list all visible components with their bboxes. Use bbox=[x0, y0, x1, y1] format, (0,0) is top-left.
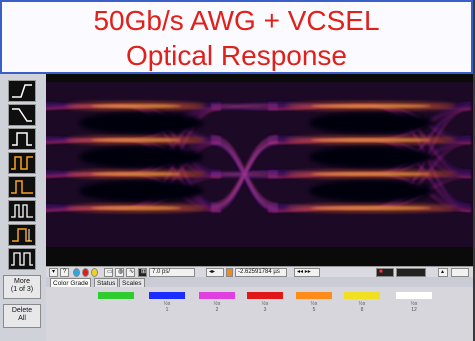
eye-trace bbox=[210, 106, 279, 110]
banner-title-line1: 50Gb/s AWG + VCSEL bbox=[93, 5, 380, 36]
tab-status[interactable]: Status bbox=[94, 278, 119, 287]
control-bar: ▾ ? ▭ ◍ ∿ ⊞ 7.0 ps/ ◂▸ -2.62591784 µs ◂◂… bbox=[46, 266, 473, 278]
tab-scales[interactable]: Scales bbox=[119, 278, 145, 287]
level-band-core bbox=[91, 138, 181, 142]
falling-edge-icon[interactable] bbox=[8, 104, 36, 126]
legend-swatch bbox=[396, 292, 432, 299]
eye-trace bbox=[210, 102, 279, 105]
pulse-train-icon[interactable] bbox=[8, 248, 36, 270]
math-icon[interactable]: ∿ bbox=[126, 268, 135, 277]
eye-trace bbox=[210, 104, 279, 109]
channel-yellow-icon[interactable] bbox=[91, 268, 98, 277]
tab-color-grade[interactable]: Color Grade bbox=[50, 278, 92, 287]
legend-swatch bbox=[296, 292, 332, 299]
duty-cycle-icon[interactable] bbox=[8, 176, 36, 198]
eye-trace bbox=[210, 102, 279, 108]
more-button[interactable]: More (1 of 3) bbox=[3, 275, 41, 299]
left-toolbar: More (1 of 3) Delete All bbox=[0, 74, 47, 341]
banner-title-line2: Optical Response bbox=[125, 40, 347, 71]
timebase-icon[interactable]: ⊞ bbox=[138, 268, 147, 277]
legend-swatch bbox=[199, 292, 235, 299]
legend-swatch-label: ½x 2 bbox=[213, 301, 221, 313]
legend-swatch-label: ½x 8 bbox=[358, 301, 366, 313]
rising-edge-icon[interactable] bbox=[8, 80, 36, 102]
eye-opening bbox=[309, 146, 433, 168]
acquire-icon[interactable]: ◍ bbox=[115, 268, 124, 277]
eye-opening bbox=[79, 146, 203, 168]
eye-trace bbox=[210, 108, 279, 111]
scroll-up-icon[interactable]: ▴ bbox=[438, 268, 448, 277]
legend-swatch bbox=[344, 292, 380, 299]
trigger-icon[interactable] bbox=[226, 268, 233, 277]
ch-menu-icon[interactable]: ▾ bbox=[49, 268, 58, 277]
delete-all-button[interactable]: Delete All bbox=[3, 304, 41, 328]
title-banner: 50Gb/s AWG + VCSEL Optical Response bbox=[0, 0, 473, 74]
scroll-field[interactable] bbox=[451, 268, 469, 277]
eye-opening bbox=[79, 180, 203, 202]
level-band-core bbox=[91, 104, 181, 108]
eye-opening bbox=[79, 112, 203, 134]
legend-swatch bbox=[247, 292, 283, 299]
stop-icon[interactable]: ■ bbox=[376, 268, 394, 277]
legend-swatch-label: ½x 5 bbox=[310, 301, 318, 313]
level-band-core bbox=[311, 172, 431, 176]
legend-swatch-label: ½x 3 bbox=[261, 301, 269, 313]
level-band-core bbox=[311, 138, 431, 142]
legend-swatch bbox=[149, 292, 185, 299]
color-grade-legend: ½x 1 ½x 2 ½x 3 ½x 5 ½x 8 ½x 12 bbox=[46, 287, 473, 341]
level-band-core bbox=[311, 206, 431, 210]
playback-controls[interactable]: ◂◂ ▸▸ bbox=[294, 268, 320, 277]
legend-swatch bbox=[98, 292, 134, 299]
horizontal-arrows-icon[interactable]: ◂▸ bbox=[206, 268, 224, 277]
legend-swatch-label: ½x 1 bbox=[163, 301, 171, 313]
amplitude-icon[interactable] bbox=[8, 224, 36, 246]
eye-diagram-plot bbox=[25, 82, 473, 247]
channel-blue-icon[interactable] bbox=[73, 268, 80, 277]
period-icon[interactable] bbox=[8, 152, 36, 174]
channel-red-icon[interactable] bbox=[82, 268, 89, 277]
level-band-core bbox=[91, 172, 181, 176]
eye-opening bbox=[309, 112, 433, 134]
eye-opening bbox=[309, 180, 433, 202]
eye-trace bbox=[210, 141, 279, 208]
legend-swatch-label: ½x 12 bbox=[410, 301, 418, 313]
position-field[interactable]: -2.62591784 µs bbox=[235, 268, 287, 277]
help-icon[interactable]: ? bbox=[60, 268, 69, 277]
level-band-core bbox=[91, 206, 181, 210]
run-status bbox=[396, 268, 426, 277]
frequency-icon[interactable] bbox=[8, 200, 36, 222]
timebase-field[interactable]: 7.0 ps/ bbox=[149, 268, 195, 277]
level-band-core bbox=[311, 104, 431, 108]
eye-diagram-display bbox=[25, 74, 473, 266]
pulse-width-icon[interactable] bbox=[8, 128, 36, 150]
tab-bar: Color Grade Status Scales bbox=[46, 277, 473, 287]
display-icon[interactable]: ▭ bbox=[104, 268, 113, 277]
